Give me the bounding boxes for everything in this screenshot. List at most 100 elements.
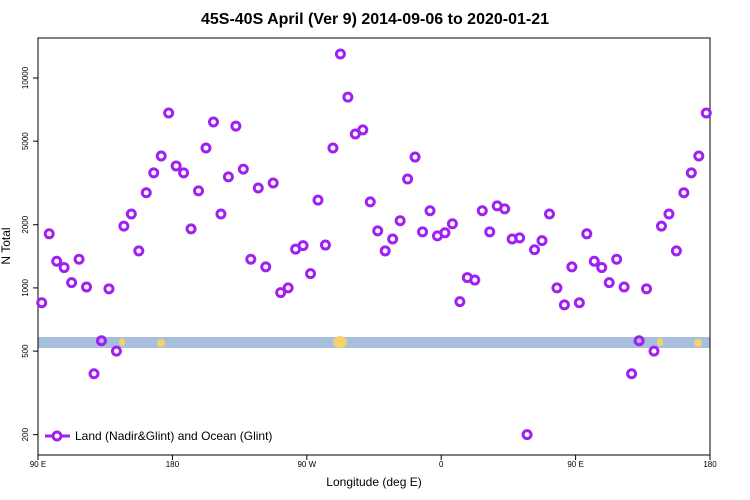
point (110, 345, 122, 357)
point (297, 240, 309, 252)
point (275, 287, 287, 299)
point (387, 233, 399, 245)
land-patch (333, 336, 347, 348)
point (499, 203, 511, 215)
point (566, 261, 578, 273)
point (372, 225, 384, 237)
point (663, 208, 675, 220)
point (207, 116, 219, 128)
point (596, 262, 608, 274)
x-tick-label: 180 (703, 460, 717, 469)
point (641, 283, 653, 295)
point (327, 142, 339, 154)
point (43, 228, 55, 240)
point (611, 253, 623, 265)
point (118, 220, 130, 232)
point (66, 277, 78, 289)
point (648, 345, 660, 357)
point (394, 215, 406, 227)
point (170, 160, 182, 172)
y-tick-label: 1000 (21, 278, 30, 296)
point (185, 223, 197, 235)
point (95, 335, 107, 347)
x-tick-label: 0 (439, 460, 444, 469)
point (633, 335, 645, 347)
point (603, 277, 615, 289)
point (73, 253, 85, 265)
point (529, 244, 541, 256)
point (685, 167, 697, 179)
point (312, 194, 324, 206)
point (133, 245, 145, 257)
point (484, 226, 496, 238)
x-axis-label: Longitude (deg E) (326, 475, 421, 489)
point (446, 218, 458, 230)
ocean-strip (38, 337, 710, 348)
point (543, 208, 555, 220)
point (409, 151, 421, 163)
point (282, 282, 294, 294)
point (618, 281, 630, 293)
point (626, 368, 638, 380)
point (163, 107, 175, 119)
point (178, 167, 190, 179)
point (588, 255, 600, 267)
y-axis-label: N Total (0, 227, 13, 264)
point (454, 296, 466, 308)
x-tick-label: 90 W (297, 460, 316, 469)
point (267, 177, 279, 189)
land-band (38, 336, 710, 348)
land-patch (157, 339, 165, 347)
x-tick-label: 90 E (30, 460, 46, 469)
point (551, 282, 563, 294)
y-tick-label: 200 (21, 427, 30, 441)
land-patch (119, 338, 125, 346)
point (424, 205, 436, 217)
land-patch (694, 339, 702, 347)
point (245, 253, 257, 265)
point (125, 208, 137, 220)
chart-title: 45S-40S April (Ver 9) 2014-09-06 to 2020… (201, 11, 549, 28)
point (103, 283, 115, 295)
point (51, 255, 63, 267)
point (81, 281, 93, 293)
point (402, 173, 414, 185)
point (700, 107, 712, 119)
point (558, 299, 570, 311)
point (342, 91, 354, 103)
point (334, 48, 346, 60)
x-tick-label: 180 (166, 460, 180, 469)
point (655, 220, 667, 232)
point (215, 208, 227, 220)
point (476, 205, 488, 217)
point (573, 297, 585, 309)
legend-label: Land (Nadir&Glint) and Ocean (Glint) (75, 429, 272, 443)
point (222, 171, 234, 183)
point (58, 262, 70, 274)
point (469, 274, 481, 286)
y-tick-label: 2000 (21, 215, 30, 233)
legend-marker (51, 430, 63, 442)
point (237, 163, 249, 175)
plot-frame (37, 37, 711, 456)
point (379, 245, 391, 257)
point (200, 142, 212, 154)
point (357, 124, 369, 136)
land-patch (657, 338, 663, 346)
point (439, 227, 451, 239)
point (230, 120, 242, 132)
point (193, 185, 205, 197)
y-tick-label: 500 (21, 344, 30, 358)
point (581, 228, 593, 240)
point (319, 239, 331, 251)
point (305, 268, 317, 280)
point (678, 187, 690, 199)
point (514, 232, 526, 244)
point (521, 429, 533, 441)
point (140, 187, 152, 199)
point (148, 167, 160, 179)
point (36, 297, 48, 309)
point (260, 261, 272, 273)
point (693, 150, 705, 162)
